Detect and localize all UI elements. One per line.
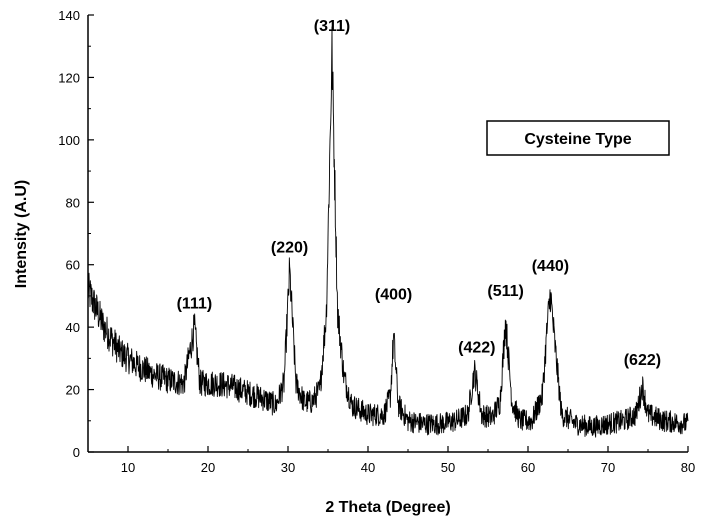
legend-text: Cysteine Type bbox=[524, 131, 631, 148]
x-tick-label: 70 bbox=[601, 460, 615, 475]
y-tick-label: 60 bbox=[66, 258, 80, 273]
y-tick-label: 40 bbox=[66, 320, 80, 335]
peak-labels: (111) (220) (311) (400) (422) (511) (440) (622) bbox=[177, 18, 661, 369]
x-tick-label: 50 bbox=[441, 460, 455, 475]
legend-box: Cysteine Type bbox=[486, 120, 670, 156]
x-tick-label: 80 bbox=[681, 460, 695, 475]
x-tick-label: 10 bbox=[121, 460, 135, 475]
x-tick-label: 30 bbox=[281, 460, 295, 475]
y-tick-label: 140 bbox=[58, 8, 80, 23]
y-axis-title: Intensity (A.U) bbox=[13, 180, 30, 288]
peak-label: (400) bbox=[375, 286, 412, 303]
y-tick-label: 20 bbox=[66, 383, 80, 398]
peak-label: (311) bbox=[314, 18, 350, 35]
x-tick-label: 20 bbox=[201, 460, 215, 475]
x-tick-label: 60 bbox=[521, 460, 535, 475]
y-tick-label: 0 bbox=[73, 445, 80, 460]
y-tick-label: 120 bbox=[58, 70, 80, 85]
x-axis-title: 2 Theta (Degree) bbox=[325, 499, 450, 516]
ticks: 10 20 30 40 50 60 70 80 0 20 40 60 80 100 120 140 bbox=[58, 8, 695, 475]
peak-label: (440) bbox=[532, 258, 569, 275]
xrd-series-line bbox=[87, 26, 689, 438]
peak-label: (111) bbox=[177, 296, 213, 313]
peak-label: (622) bbox=[624, 352, 661, 369]
plot-area bbox=[87, 26, 689, 438]
y-tick-label: 80 bbox=[66, 195, 80, 210]
peak-label: (220) bbox=[271, 239, 308, 256]
legend-frame bbox=[486, 120, 670, 156]
x-tick-label: 40 bbox=[361, 460, 375, 475]
peak-label: (422) bbox=[458, 339, 495, 356]
y-tick-label: 100 bbox=[58, 133, 80, 148]
peak-label: (511) bbox=[487, 283, 523, 300]
